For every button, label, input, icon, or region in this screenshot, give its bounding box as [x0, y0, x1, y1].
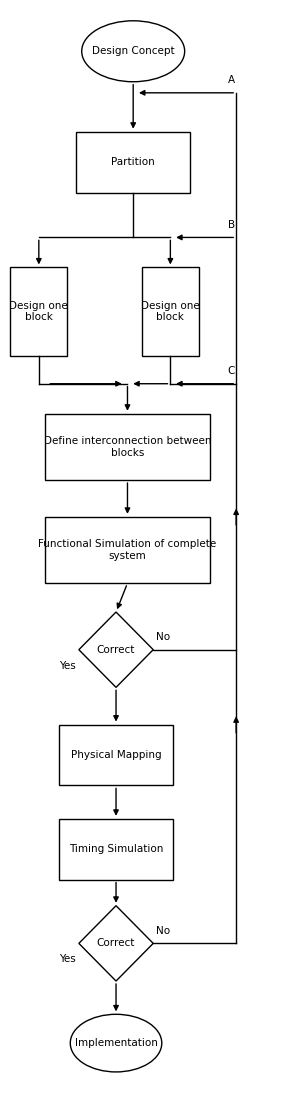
Bar [10, 268, 67, 356]
Text: Correct: Correct [97, 939, 135, 949]
Text: Partition: Partition [111, 157, 155, 167]
Text: Design Concept: Design Concept [92, 47, 175, 57]
Text: Yes: Yes [59, 954, 76, 964]
Text: No: No [156, 632, 170, 642]
Text: No: No [156, 925, 170, 935]
Bar [76, 131, 190, 192]
Text: Define interconnection between
blocks: Define interconnection between blocks [44, 437, 211, 458]
Text: Design one
block: Design one block [10, 301, 68, 322]
Text: Functional Simulation of complete
system: Functional Simulation of complete system [38, 539, 216, 561]
Bar [59, 819, 173, 880]
Text: Design one
block: Design one block [141, 301, 200, 322]
Text: Timing Simulation: Timing Simulation [69, 844, 163, 854]
Text: B: B [227, 220, 235, 230]
Text: Correct: Correct [97, 644, 135, 654]
Bar [45, 517, 210, 583]
Text: Implementation: Implementation [75, 1038, 158, 1048]
Text: A: A [227, 76, 235, 86]
Text: C: C [227, 366, 235, 376]
Text: Physical Mapping: Physical Mapping [71, 750, 161, 760]
Bar [142, 268, 199, 356]
Bar [45, 413, 210, 480]
Text: Yes: Yes [59, 661, 76, 671]
Bar [59, 724, 173, 785]
